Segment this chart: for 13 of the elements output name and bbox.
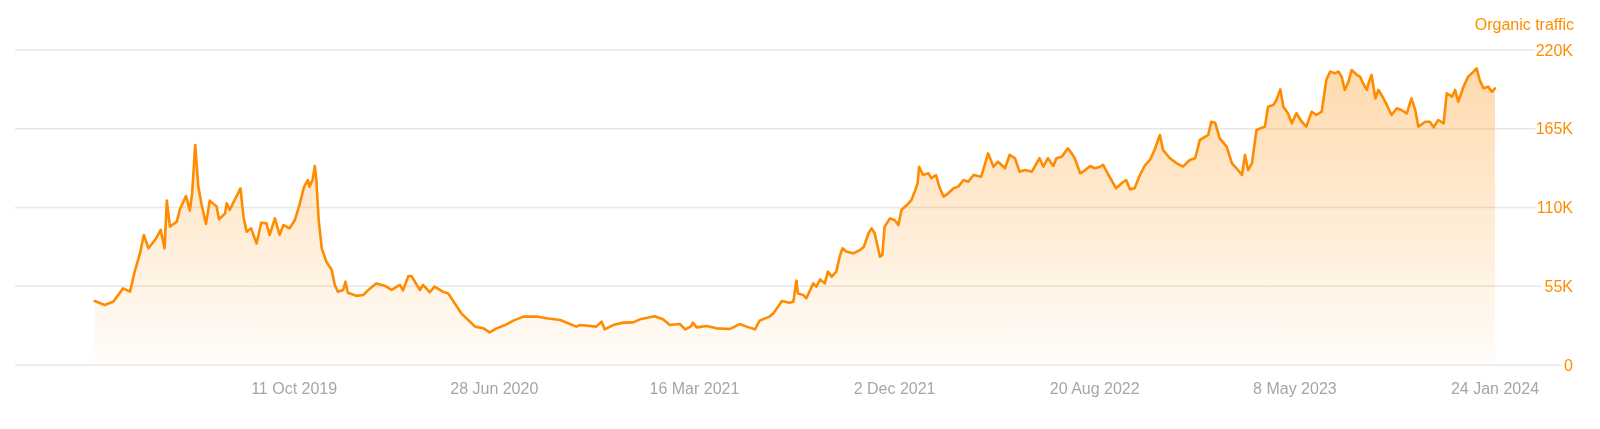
x-tick-label: 28 Jun 2020 <box>450 379 539 397</box>
y-axis-title: Organic traffic <box>1474 16 1574 34</box>
y-tick-label: 55K <box>1544 277 1574 295</box>
x-tick-label: 11 Oct 2019 <box>251 379 338 397</box>
y-tick-label: 220K <box>1535 41 1574 59</box>
x-tick-label: 24 Jan 2024 <box>1450 379 1540 397</box>
x-tick-label: 20 Aug 2022 <box>1049 379 1140 397</box>
x-tick-label: 8 May 2023 <box>1253 379 1337 397</box>
y-tick-label: 165K <box>1535 120 1574 138</box>
y-tick-label: 0 <box>1564 356 1574 374</box>
y-tick-label: 110K <box>1536 199 1574 216</box>
x-tick-label: 16 Mar 2021 <box>649 379 740 397</box>
x-tick-label: 2 Dec 2021 <box>853 379 936 397</box>
